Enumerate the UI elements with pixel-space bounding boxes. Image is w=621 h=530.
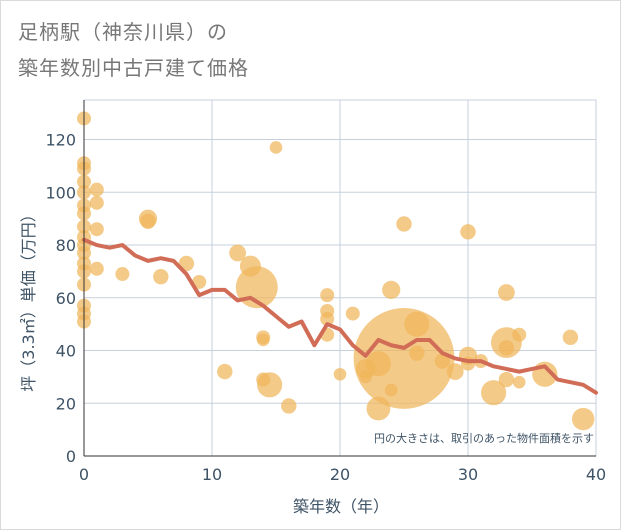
bubble — [382, 280, 401, 299]
bubble — [481, 380, 507, 406]
y-tick-label: 60 — [56, 289, 76, 308]
bubble — [89, 222, 104, 237]
bubble — [229, 244, 247, 262]
bubble — [512, 327, 527, 342]
x-tick-label: 10 — [202, 465, 222, 484]
y-tick-label: 100 — [45, 183, 76, 202]
bubble — [345, 306, 360, 321]
bubble — [409, 345, 425, 361]
bubble-series — [77, 111, 595, 431]
x-tick-label: 20 — [330, 465, 350, 484]
bubble — [320, 311, 335, 326]
bubble — [434, 353, 451, 369]
bubble — [333, 367, 347, 381]
bubble — [217, 363, 233, 380]
y-tick-label: 80 — [56, 236, 76, 255]
bubble — [140, 213, 156, 230]
bubble — [89, 261, 104, 276]
x-axis-label: 築年数（年） — [293, 497, 389, 516]
bubble — [89, 195, 104, 210]
chart-title-line2: 築年数別中古戸建て価格 — [18, 56, 249, 80]
bubble — [89, 182, 104, 197]
bubble — [460, 224, 476, 240]
bubble — [498, 371, 515, 388]
bubble — [396, 216, 412, 232]
bubble — [353, 308, 455, 409]
chart-title-line1: 足柄駅（神奈川県）の — [18, 20, 228, 44]
size-annotation: 円の大きさは、取引のあった物件面積を示す — [374, 431, 594, 445]
bubble — [562, 329, 579, 346]
x-tick-label: 40 — [586, 465, 606, 484]
bubble — [320, 288, 335, 303]
y-axis-label: 坪（3.3㎡）単価（万円） — [19, 206, 38, 391]
bubble — [446, 363, 464, 381]
bubble — [572, 407, 595, 431]
x-tick-label: 0 — [79, 465, 89, 484]
bubble — [115, 267, 130, 282]
bubble — [269, 141, 283, 154]
bubble — [498, 340, 515, 356]
x-tick-label: 30 — [458, 465, 478, 484]
bubble — [192, 274, 207, 289]
bubble — [257, 372, 283, 398]
bubble — [256, 333, 270, 347]
y-tick-label: 120 — [45, 131, 76, 150]
y-tick-label: 0 — [66, 447, 76, 466]
bubble — [153, 268, 169, 285]
bubble — [512, 375, 526, 389]
bubble — [404, 311, 430, 337]
y-tick-label: 40 — [56, 342, 76, 361]
trend-line — [82, 237, 598, 395]
axes: 0 20 40 60 80 100 120 0 10 20 30 40 — [45, 100, 606, 484]
y-tick-label: 20 — [56, 394, 76, 413]
bubble — [498, 284, 515, 301]
trend-line-group — [82, 237, 598, 395]
bubble — [281, 398, 297, 414]
